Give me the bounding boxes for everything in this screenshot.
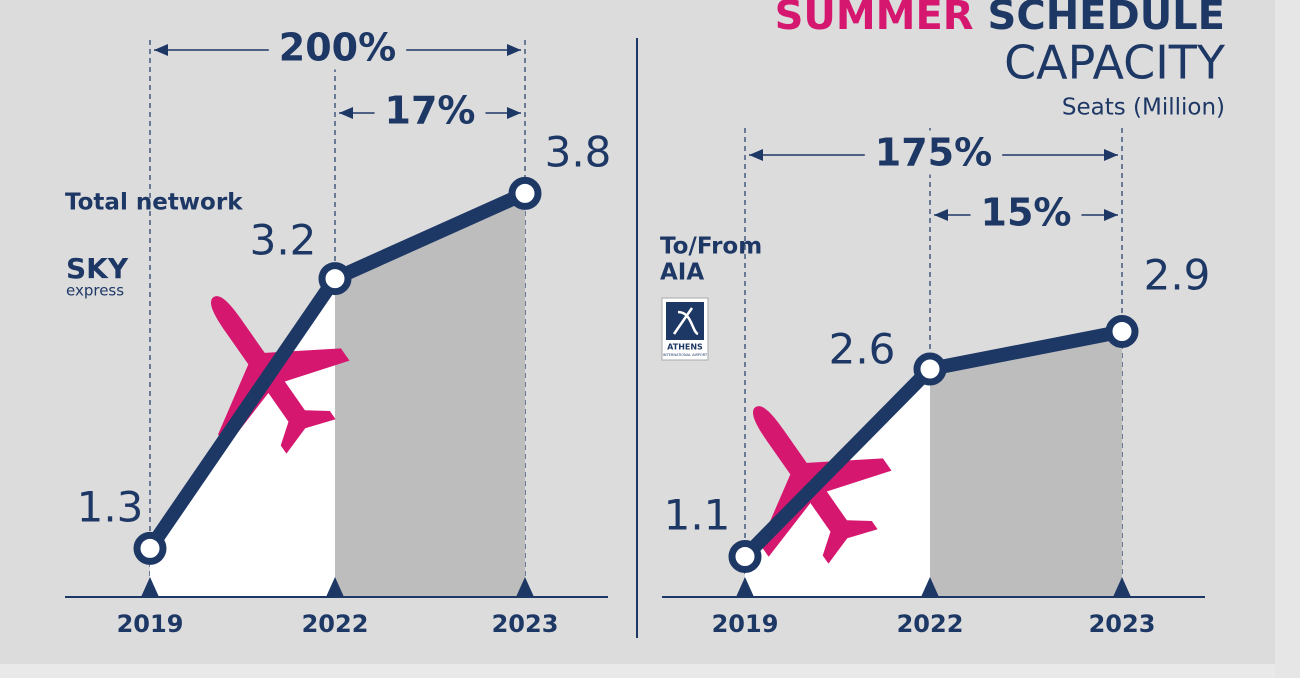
value-label: 1.1: [664, 491, 731, 540]
value-label: 2.6: [829, 325, 896, 374]
point: [133, 531, 167, 565]
value-label: 1.3: [77, 483, 144, 532]
arrowhead: [507, 44, 521, 56]
tick-marker: [736, 577, 754, 597]
x-tick-label: 2023: [492, 610, 559, 638]
value-label: 3.2: [250, 216, 317, 265]
bottom-strip: [0, 664, 1275, 678]
x-tick-label: 2023: [1089, 610, 1156, 638]
tick-marker: [921, 577, 939, 597]
point: [1105, 315, 1139, 348]
arrowhead: [154, 44, 168, 56]
change-label: 15%: [981, 191, 1072, 235]
unit: Seats (Million): [1062, 95, 1225, 121]
title-part: SUMMER: [775, 0, 974, 39]
point: [318, 262, 352, 296]
label-bg: [970, 190, 1082, 235]
change-label: 17%: [385, 89, 476, 133]
label-bg: [374, 88, 486, 133]
area-gray: [930, 331, 1122, 597]
logo-sub: INTERNATIONAL AIRPORT: [663, 353, 708, 357]
x-tick-label: 2019: [712, 610, 779, 638]
title: SUMMER SCHEDULE: [775, 0, 1225, 39]
edge: [1275, 0, 1300, 678]
value-label: 2.9: [1144, 251, 1211, 300]
logo-sub: express: [66, 282, 124, 300]
title-part: SCHEDULE: [988, 0, 1225, 39]
logo: ATHENS: [667, 343, 703, 352]
logo-square: [666, 302, 704, 340]
change-label: 175%: [875, 131, 992, 175]
series-label: To/From: [660, 234, 762, 260]
tick-marker: [516, 577, 534, 597]
logo-mark: [672, 307, 699, 336]
arrowhead: [507, 107, 521, 119]
series-label: AIA: [660, 260, 704, 286]
point: [913, 352, 947, 386]
point: [508, 176, 542, 210]
x-tick-label: 2022: [302, 610, 369, 638]
label-bg: [864, 130, 1003, 175]
arrowhead: [1104, 149, 1118, 161]
x-tick-label: 2022: [897, 610, 964, 638]
label-bg: [268, 25, 407, 70]
change-label: 200%: [279, 26, 396, 70]
x-tick-label: 2019: [117, 610, 184, 638]
series-label: Total network: [65, 190, 243, 216]
value-label: 3.8: [545, 128, 612, 177]
arrowhead: [934, 209, 948, 221]
logo: SKY: [66, 252, 129, 285]
arrowhead: [1104, 209, 1118, 221]
area-gray: [335, 193, 525, 597]
arrowhead: [339, 107, 353, 119]
subtitle: CAPACITY: [1004, 36, 1226, 90]
tick-marker: [1113, 577, 1131, 597]
tick-marker: [141, 577, 159, 597]
arrowhead: [749, 149, 763, 161]
tick-marker: [326, 577, 344, 597]
point: [728, 540, 762, 573]
